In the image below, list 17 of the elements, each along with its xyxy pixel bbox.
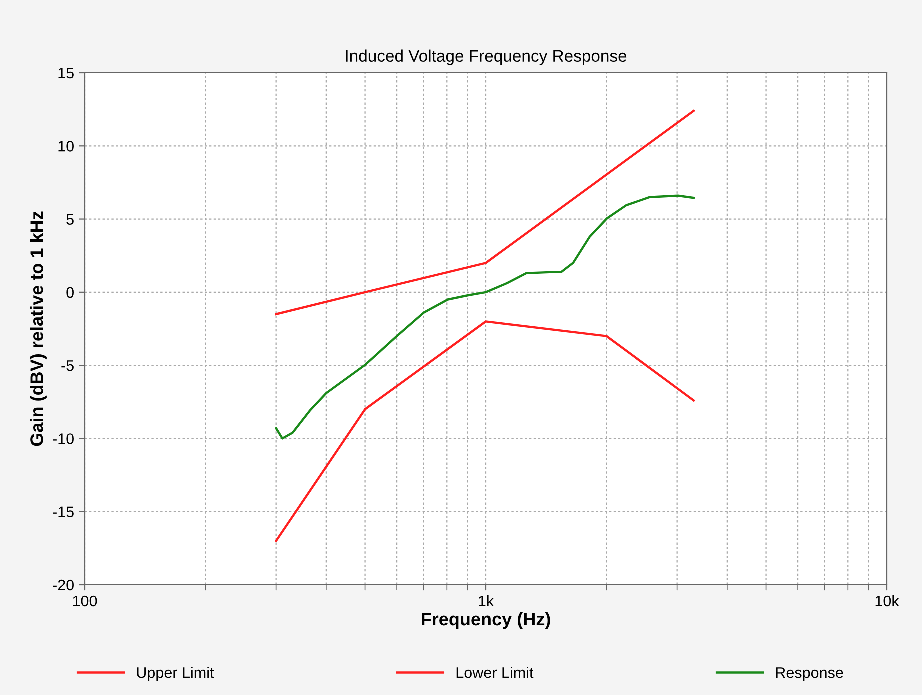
y-tick-label: 10 [58, 141, 74, 152]
y-tick-label: -15 [53, 506, 74, 518]
chart-title: Induced Voltage Frequency Response [346, 50, 627, 66]
y-tick-label: 0 [66, 287, 74, 298]
x-axis-title: Frequency (Hz) [422, 612, 550, 630]
y-tick-label: 5 [66, 214, 74, 225]
legend-label: Upper Limit [137, 667, 214, 682]
y-tick-label: 15 [58, 68, 74, 79]
x-tick-label: 1k [479, 595, 494, 606]
x-tick-label: 100 [73, 596, 98, 607]
y-tick-label: -20 [53, 580, 74, 591]
y-tick-label: -5 [62, 360, 74, 372]
y-tick-label: -10 [53, 434, 74, 444]
x-tick-label: 10k [876, 595, 900, 607]
legend-label: Response [776, 668, 844, 682]
y-axis-title: Gain (dBV) relative to 1 kHz [30, 212, 47, 446]
legend-label: Lower Limit [456, 667, 534, 678]
